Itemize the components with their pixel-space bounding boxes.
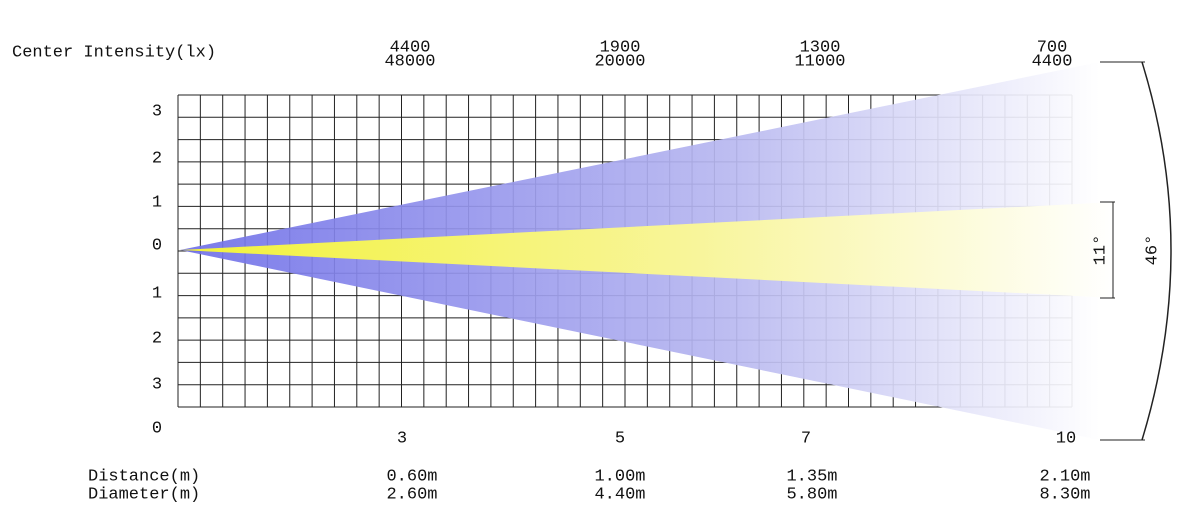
column-value: 2.60m — [386, 485, 437, 504]
column-value: 1.35m — [786, 467, 837, 486]
angle-label: 11° — [1091, 235, 1110, 266]
distance-marker: 5 — [615, 429, 625, 448]
y-label: 1 — [152, 193, 162, 212]
column-value: 2.10m — [1039, 467, 1090, 486]
column-value: 5.80m — [786, 485, 837, 504]
intensity-value: 11000 — [794, 52, 845, 71]
row-label: Distance(m) — [88, 467, 200, 486]
y-label: 3 — [152, 375, 162, 394]
y-label: 2 — [152, 149, 162, 168]
column-value: 0.60m — [386, 467, 437, 486]
angle-label: 46° — [1143, 235, 1162, 266]
column-value: 4.40m — [594, 485, 645, 504]
column-value: 8.30m — [1039, 485, 1090, 504]
angle-arc — [1141, 61, 1172, 441]
intensity-value: 700 — [1037, 38, 1068, 57]
y-label: 0 — [152, 419, 162, 438]
intensity-value: 48000 — [384, 52, 435, 71]
narrow-beam — [180, 202, 1115, 298]
y-label: 1 — [152, 284, 162, 303]
intensity-value: 4400 — [390, 38, 431, 57]
intensity-label: Center Intensity(lx) — [12, 43, 216, 62]
y-label: 3 — [152, 102, 162, 121]
y-label: 0 — [152, 236, 162, 255]
labels: 3210123044004800019002000013001100070044… — [88, 38, 1091, 504]
column-value: 1.00m — [594, 467, 645, 486]
intensity-value: 1900 — [600, 38, 641, 57]
intensity-value: 20000 — [594, 52, 645, 71]
intensity-value: 1300 — [800, 38, 841, 57]
y-label: 2 — [152, 329, 162, 348]
distance-marker: 10 — [1056, 429, 1076, 448]
row-label: Diameter(m) — [88, 485, 200, 504]
intensity-value: 4400 — [1032, 52, 1073, 71]
distance-marker: 7 — [801, 429, 811, 448]
distance-marker: 3 — [397, 429, 407, 448]
